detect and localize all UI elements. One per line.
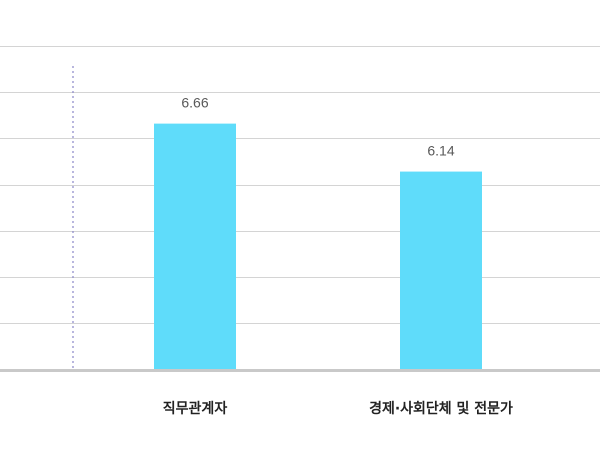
- data-label: 6.66: [181, 95, 208, 111]
- gridlines: [0, 46, 600, 324]
- value-labels-group: 6.66 6.14: [181, 95, 454, 159]
- data-label: 6.14: [427, 143, 454, 159]
- category-label: 경제·사회단체 및 전문가: [369, 400, 513, 417]
- category-label: 직무관계자: [163, 400, 228, 417]
- bar: [154, 123, 236, 370]
- bar: [400, 171, 482, 369]
- bars-group: [154, 123, 482, 370]
- category-labels-group: 직무관계자 경제·사회단체 및 전문가: [163, 400, 513, 417]
- x-axis-baseline: [0, 369, 600, 372]
